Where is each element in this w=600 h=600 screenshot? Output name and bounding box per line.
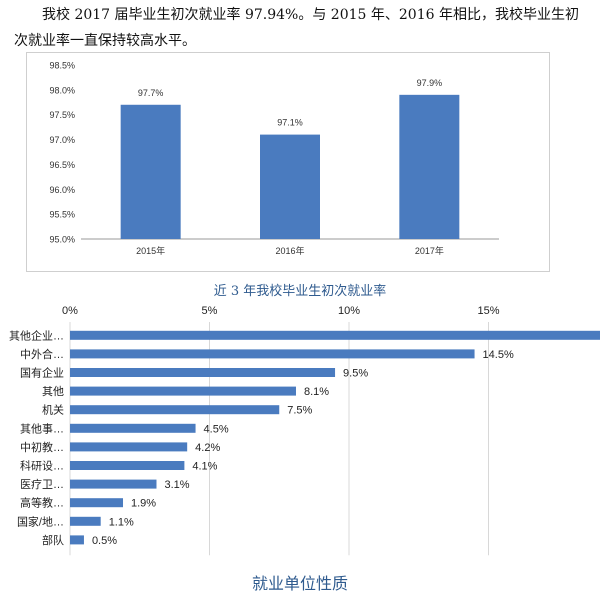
category-label: 医疗卫… — [20, 477, 64, 491]
x-tick-label: 0% — [62, 305, 78, 317]
intro-paragraph: 我校 2017 届毕业生初次就业率 97.94%。与 2015 年、2016 年… — [14, 7, 579, 49]
y-tick-label: 98.0% — [49, 85, 75, 95]
bar — [70, 386, 296, 396]
bar-value-label: 1.9% — [131, 498, 156, 510]
bar — [70, 516, 101, 526]
y-tick-label: 97.0% — [49, 135, 75, 145]
bar-value-label: 97.1% — [277, 118, 303, 128]
bar-value-label: 97.9% — [417, 78, 443, 88]
y-tick-label: 98.5% — [49, 61, 75, 71]
category-label: 中初教… — [20, 440, 64, 454]
category-label: 其他事… — [20, 422, 64, 435]
bar-value-label: 3.1% — [164, 479, 189, 491]
bar — [399, 94, 460, 239]
bar — [70, 535, 84, 545]
category-label: 高等教… — [20, 496, 64, 510]
employment-rate-chart-svg: 95.0% 95.5% 96.0% 96.5% 97.0% 97.5% 98.0% 98.5%… — [49, 61, 499, 256]
category-label: 国有企业 — [20, 366, 64, 380]
employment-rate-chart-title: 近 3 年我校毕业生初次就业率 — [213, 284, 387, 299]
bar-value-label: 0.5% — [92, 535, 117, 547]
bar — [70, 405, 280, 415]
bar-value-label: 97.7% — [138, 88, 164, 98]
category-label: 部队 — [42, 533, 64, 547]
bar — [70, 498, 124, 508]
bar-value-label: 7.5% — [287, 405, 312, 417]
bar — [120, 104, 181, 239]
y-tick-label: 97.5% — [49, 110, 75, 120]
bar-value-label: 8.1% — [304, 386, 329, 398]
x-tick-label: 15% — [477, 305, 499, 317]
bar — [260, 134, 320, 239]
category-label: 其他 — [42, 385, 64, 398]
y-tick-label: 95.0% — [49, 235, 75, 245]
x-tick-label: 10% — [338, 305, 360, 317]
category-label: 中外合… — [20, 347, 64, 361]
employer-type-chart: 0%5%10%15%20%25%30%35%其他企业…中外合…14.5%国有企业… — [9, 305, 600, 556]
bar — [70, 442, 188, 452]
bar-value-label: 14.5% — [483, 349, 514, 361]
bar — [70, 461, 185, 470]
bar — [70, 479, 157, 489]
y-tick-label: 95.5% — [49, 210, 75, 220]
bar — [70, 330, 600, 340]
y-tick-label: 96.0% — [49, 185, 75, 195]
employment-rate-chart: 95.0% 95.5% 96.0% 96.5% 97.0% 97.5% 98.0% 98.5%… — [26, 52, 550, 272]
x-tick-label: 5% — [202, 305, 218, 317]
y-tick-label: 96.5% — [49, 160, 75, 170]
category-label: 机关 — [42, 403, 64, 417]
bar-value-label: 4.5% — [204, 423, 229, 435]
bar-value-label: 1.1% — [109, 516, 134, 528]
x-tick-label: 2016年 — [275, 245, 304, 256]
category-label: 其他企业… — [9, 328, 64, 342]
x-tick-label: 2015年 — [136, 245, 165, 256]
bar — [70, 423, 196, 433]
x-tick-label: 2017年 — [415, 245, 444, 256]
category-label: 国家/地… — [17, 514, 64, 528]
employer-type-chart-title: 就业单位性质 — [251, 574, 348, 593]
category-label: 科研设… — [20, 459, 64, 473]
bar — [70, 349, 475, 359]
bar-value-label: 4.2% — [195, 442, 220, 454]
bar-value-label: 9.5% — [343, 368, 368, 380]
bar-value-label: 4.1% — [192, 461, 217, 473]
bar — [70, 368, 336, 377]
